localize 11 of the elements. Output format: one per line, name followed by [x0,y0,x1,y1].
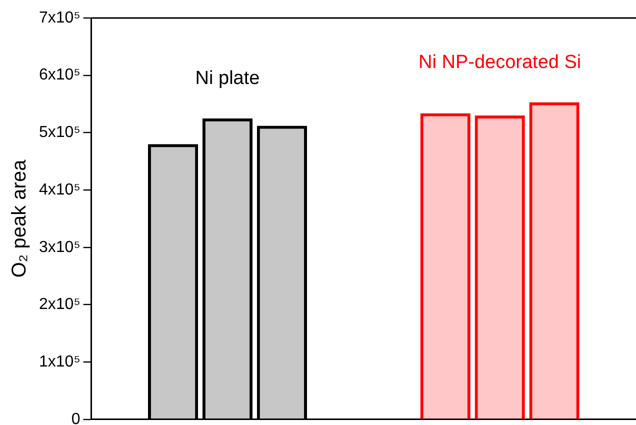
y-axis-title: O₂ peak area [8,158,31,278]
y-tick-label: 7x10⁵ [39,9,80,26]
y-tick-label: 2x10⁵ [39,296,80,314]
y-tick-label: 5x10⁵ [39,124,80,142]
y-tick-label: 0 [71,410,80,425]
y-tick-label: 1x10⁵ [39,353,80,370]
series-label: Ni NP-decorated Si [418,52,582,74]
series-label: Ni plate [195,68,260,90]
y-tick-label: 3x10⁵ [39,238,80,256]
y-tick-label: 6x10⁵ [39,66,80,84]
y-tick-label: 4x10⁵ [39,181,80,198]
